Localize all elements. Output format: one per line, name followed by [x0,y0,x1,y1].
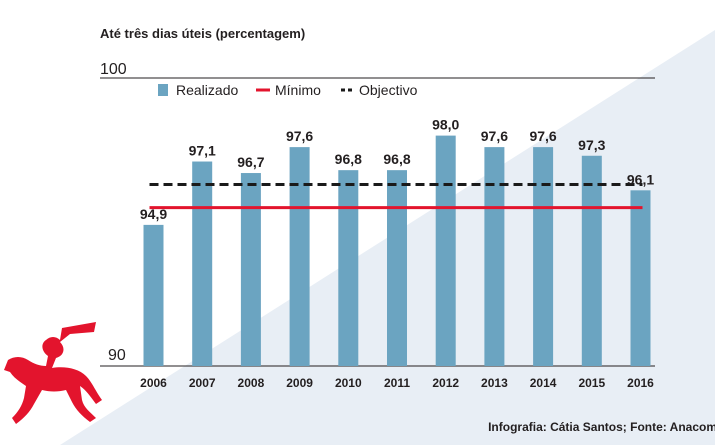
legend-label-objectivo: Objectivo [359,82,418,98]
chart-subtitle: Até três dias úteis (percentagem) [100,26,306,41]
data-label: 97,6 [529,128,556,144]
source-note: Infografia: Cátia Santos; Fonte: Anacom [488,420,715,434]
data-label: 96,7 [237,154,264,170]
x-tick-label: 2012 [432,376,459,390]
data-label: 96,8 [383,151,410,167]
bar [338,170,359,366]
bar [533,147,554,366]
bar [192,161,213,366]
bar [143,224,164,366]
bar [289,147,310,366]
data-label: 96,8 [335,151,362,167]
x-tick-label: 2006 [140,376,167,390]
bar [630,190,651,366]
x-tick-label: 2015 [578,376,605,390]
x-tick-label: 2011 [384,376,410,390]
x-tick-label: 2010 [335,376,362,390]
x-tick-label: 2009 [286,376,313,390]
bar [484,147,505,366]
data-label: 98,0 [432,117,459,133]
legend-label-minimo: Mínimo [275,82,321,98]
horse-trumpeter-logo [4,322,102,424]
data-label: 97,6 [286,128,313,144]
data-label: 94,9 [140,206,167,222]
x-tick-label: 2016 [627,376,654,390]
bar [387,170,407,366]
x-tick-label: 2007 [189,376,216,390]
bar [435,135,456,366]
x-tick-label: 2008 [238,376,265,390]
y-tick-label: 100 [100,61,127,78]
bar [240,173,261,366]
legend-swatch-realizado [158,84,168,96]
data-label: 97,6 [481,128,508,144]
x-tick-label: 2014 [530,376,557,390]
x-tick-label: 2013 [481,376,508,390]
data-label: 96,1 [627,171,654,187]
y-tick-label: 90 [108,347,126,364]
legend-label-realizado: Realizado [176,82,238,98]
bar [581,155,602,366]
data-label: 97,3 [578,137,605,153]
data-label: 97,1 [189,143,216,159]
